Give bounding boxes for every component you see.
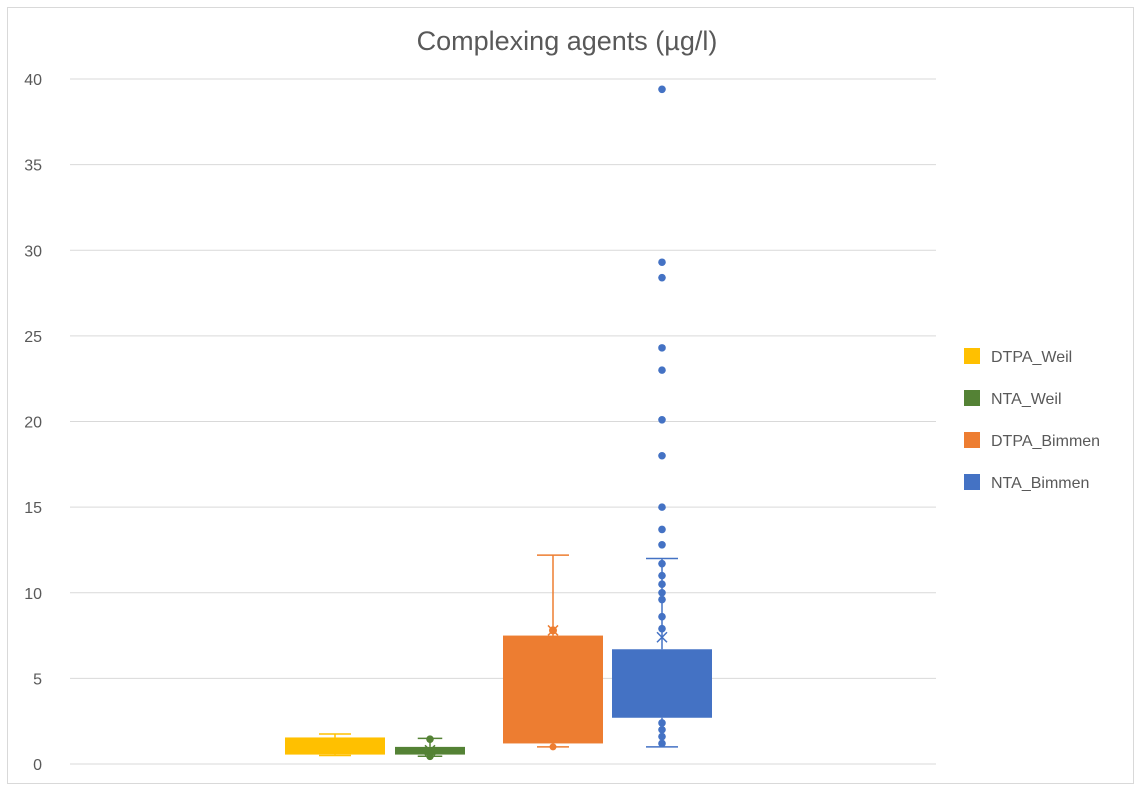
mean-point <box>549 626 557 635</box>
iqr-box <box>612 649 712 718</box>
legend-swatch <box>964 474 980 490</box>
min-point <box>549 743 557 751</box>
outlier-point <box>658 624 666 633</box>
outlier-point <box>658 595 666 604</box>
y-axis-ticks: 0 5 10 15 20 25 30 35 40 <box>24 72 42 774</box>
outlier-point <box>658 541 666 549</box>
legend-label: DTPA_Weil <box>991 349 1072 366</box>
outlier-point <box>658 719 666 727</box>
outlier-point <box>658 571 666 580</box>
y-tick-label: 10 <box>24 586 42 603</box>
y-tick-label: 20 <box>24 415 42 432</box>
legend-item[interactable]: DTPA_Weil <box>964 348 1072 366</box>
y-tick-label: 5 <box>33 671 42 688</box>
outlier-point <box>658 739 666 748</box>
outlier-point <box>658 85 666 94</box>
outlier-point <box>426 735 434 743</box>
legend-item[interactable]: NTA_Bimmen <box>964 474 1089 492</box>
outlier-point <box>658 732 666 741</box>
mean-marker <box>329 739 341 751</box>
legend: DTPA_Weil NTA_Weil DTPA_Bimmen NTA_Bimmen <box>964 348 1100 492</box>
outlier-point <box>658 344 666 352</box>
y-tick-label: 25 <box>24 329 42 346</box>
outlier-point <box>658 451 666 460</box>
box-dtpa-bimmen[interactable] <box>503 554 603 751</box>
box-nta-weil[interactable] <box>395 735 465 761</box>
box-nta-bimmen[interactable] <box>612 85 712 748</box>
mean-marker <box>424 744 436 756</box>
legend-swatch <box>964 432 980 448</box>
legend-swatch <box>964 348 980 364</box>
legend-item[interactable]: NTA_Weil <box>964 390 1062 408</box>
y-tick-label: 0 <box>33 757 42 774</box>
legend-item[interactable]: DTPA_Bimmen <box>964 432 1100 450</box>
chart-title: Complexing agents (µg/l) <box>417 26 718 56</box>
outlier-point <box>658 273 666 282</box>
outlier-point <box>658 612 666 621</box>
y-tick-label: 35 <box>24 158 42 175</box>
outlier-point <box>658 580 666 588</box>
legend-label: DTPA_Bimmen <box>991 433 1100 450</box>
legend-label: NTA_Bimmen <box>991 475 1089 492</box>
y-tick-label: 15 <box>24 500 42 517</box>
legend-label: NTA_Weil <box>991 391 1062 408</box>
outlier-point <box>658 503 666 511</box>
iqr-box <box>503 635 603 744</box>
y-tick-label: 40 <box>24 72 42 89</box>
mean-marker-stroke <box>656 631 668 643</box>
outlier-point <box>658 258 666 267</box>
legend-swatch <box>964 390 980 406</box>
mean-marker <box>656 631 668 643</box>
y-tick-label: 30 <box>24 243 42 260</box>
outlier-point <box>658 525 666 534</box>
box-dtpa-weil[interactable] <box>285 733 385 757</box>
gridlines <box>70 78 936 765</box>
outlier-point <box>658 415 666 424</box>
mean-marker-stroke <box>329 739 341 751</box>
mean-marker-stroke <box>424 744 436 756</box>
outlier-point <box>658 559 666 568</box>
outlier-point <box>426 752 434 761</box>
outlier-point <box>658 588 666 597</box>
outlier-point <box>658 725 666 734</box>
plot-area <box>285 85 712 761</box>
outlier-point <box>658 366 666 374</box>
